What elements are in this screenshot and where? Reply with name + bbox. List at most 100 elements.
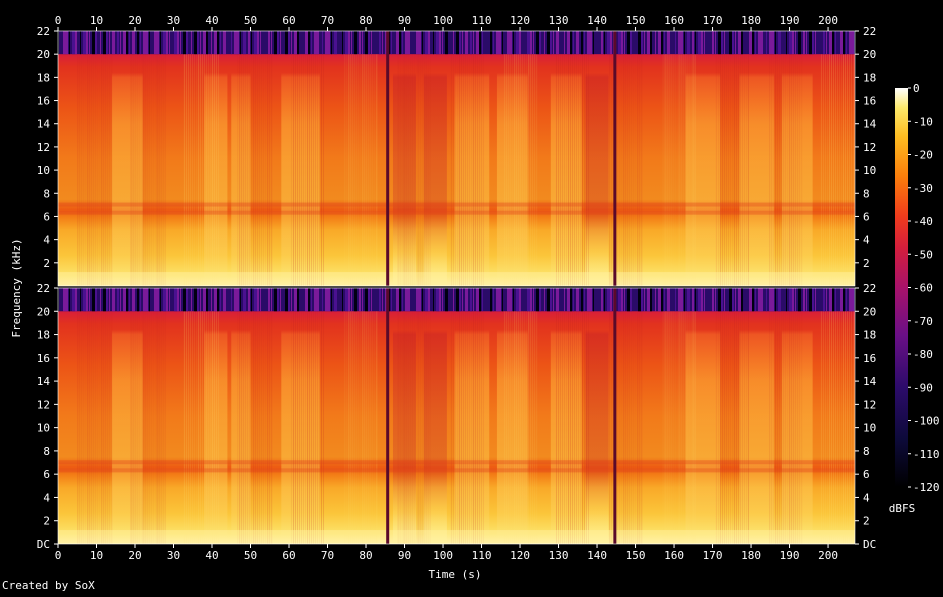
y-tick-label-left: 20	[37, 305, 50, 318]
colorbar-tick-label: -100	[913, 415, 940, 428]
x-tick-label-top: 70	[321, 14, 334, 27]
colorbar-tick-label: -50	[913, 248, 933, 261]
x-tick-label-top: 160	[664, 14, 684, 27]
y-tick-label-right: 10	[863, 422, 876, 435]
loud-section	[685, 54, 721, 286]
colorbar-tick-label: -20	[913, 149, 933, 162]
y-tick-label-right: 22	[863, 282, 876, 295]
x-tick-label-top: 100	[433, 14, 453, 27]
loud-section	[231, 311, 251, 544]
loud-section	[496, 311, 528, 544]
quiet-section	[392, 54, 417, 286]
y-tick-label-left: 12	[37, 398, 50, 411]
y-tick-label-right: 4	[863, 234, 870, 247]
quiet-section	[423, 311, 447, 544]
y-tick-label-left: 10	[37, 164, 50, 177]
segment-boundary	[613, 288, 617, 544]
x-tick-label-bottom: 60	[282, 549, 295, 562]
loud-section	[281, 54, 320, 286]
y-tick-label-left: 4	[43, 491, 50, 504]
y-tick-label-right: 14	[863, 118, 877, 131]
colorbar-tick-label: -30	[913, 182, 933, 195]
y-tick-label-right: 10	[863, 164, 876, 177]
x-tick-label-bottom: 140	[587, 549, 607, 562]
colorbar-tick-label: 0	[913, 82, 920, 95]
x-axis-label: Time (s)	[429, 568, 482, 581]
x-tick-label-bottom: 190	[780, 549, 800, 562]
y-tick-label-right: 8	[863, 445, 870, 458]
x-tick-label-bottom: 160	[664, 549, 684, 562]
panel-frame	[57, 30, 856, 287]
y-tick-label-left: 22	[37, 25, 50, 38]
loud-section	[281, 311, 320, 544]
y-tick-label-left: 22	[37, 282, 50, 295]
x-tick-label-top: 120	[510, 14, 530, 27]
y-tick-label-left: 18	[37, 71, 50, 84]
quiet-section	[392, 311, 417, 544]
y-tick-label-left: 6	[43, 468, 50, 481]
x-tick-label-top: 10	[90, 14, 103, 27]
x-tick-label-top: 0	[55, 14, 62, 27]
loud-section	[204, 311, 228, 544]
segment-boundary	[386, 31, 390, 286]
y-tick-label-right: 16	[863, 352, 876, 365]
y-tick-label-right: DC	[863, 538, 876, 551]
y-tick-label-right: 18	[863, 329, 876, 342]
y-tick-label-left: 14	[37, 118, 51, 131]
colorbar-label: dBFS	[889, 502, 916, 515]
y-tick-label-left: 20	[37, 48, 50, 61]
low-freq-band	[58, 272, 855, 286]
x-tick-label-bottom: 40	[205, 549, 218, 562]
y-tick-label-right: 6	[863, 210, 870, 223]
y-tick-label-right: 18	[863, 71, 876, 84]
quiet-section	[423, 54, 447, 286]
y-axis-label: Frequency (kHz)	[10, 238, 23, 337]
freq-band	[58, 210, 855, 215]
loud-section	[781, 54, 813, 286]
x-tick-label-top: 140	[587, 14, 607, 27]
x-tick-label-bottom: 110	[472, 549, 492, 562]
x-tick-label-top: 20	[128, 14, 141, 27]
y-tick-label-left: 2	[43, 515, 50, 528]
colorbar-tick-label: -60	[913, 282, 933, 295]
spectrogram-panel-2	[54, 287, 859, 545]
y-tick-label-left: 8	[43, 445, 50, 458]
loud-section	[454, 311, 490, 544]
colorbar-tick-label: -90	[913, 381, 933, 394]
x-tick-label-top: 60	[282, 14, 295, 27]
x-tick-label-top: 190	[780, 14, 800, 27]
y-tick-label-right: 6	[863, 468, 870, 481]
x-tick-label-top: 170	[703, 14, 723, 27]
x-tick-label-bottom: 200	[818, 549, 838, 562]
y-tick-label-left: 16	[37, 95, 50, 108]
x-tick-label-bottom: 120	[510, 549, 530, 562]
y-tick-label-left: 4	[43, 234, 50, 247]
loud-section	[550, 311, 582, 544]
y-tick-label-left: 6	[43, 210, 50, 223]
loud-section	[781, 311, 813, 544]
y-tick-label-left: 2	[43, 257, 50, 270]
y-tick-label-right: 12	[863, 141, 876, 154]
y-tick-label-right: 20	[863, 48, 876, 61]
x-tick-label-bottom: 50	[244, 549, 257, 562]
x-tick-label-top: 80	[359, 14, 372, 27]
loud-section	[496, 54, 528, 286]
x-tick-label-top: 90	[398, 14, 411, 27]
freq-band	[58, 202, 855, 207]
y-tick-label-right: 4	[863, 491, 870, 504]
x-tick-label-bottom: 130	[549, 549, 569, 562]
colorbar	[895, 88, 908, 487]
y-tick-label-left: 10	[37, 422, 50, 435]
x-tick-label-bottom: 70	[321, 549, 334, 562]
colorbar-tick-label: -80	[913, 348, 933, 361]
colorbar-tick-label: -120	[913, 481, 940, 494]
panel-frame	[57, 287, 856, 545]
x-tick-label-top: 200	[818, 14, 838, 27]
loud-section	[231, 54, 251, 286]
loud-section	[111, 311, 143, 544]
x-tick-label-bottom: 30	[167, 549, 180, 562]
y-tick-label-left: 14	[37, 375, 51, 388]
y-tick-label-right: 20	[863, 305, 876, 318]
